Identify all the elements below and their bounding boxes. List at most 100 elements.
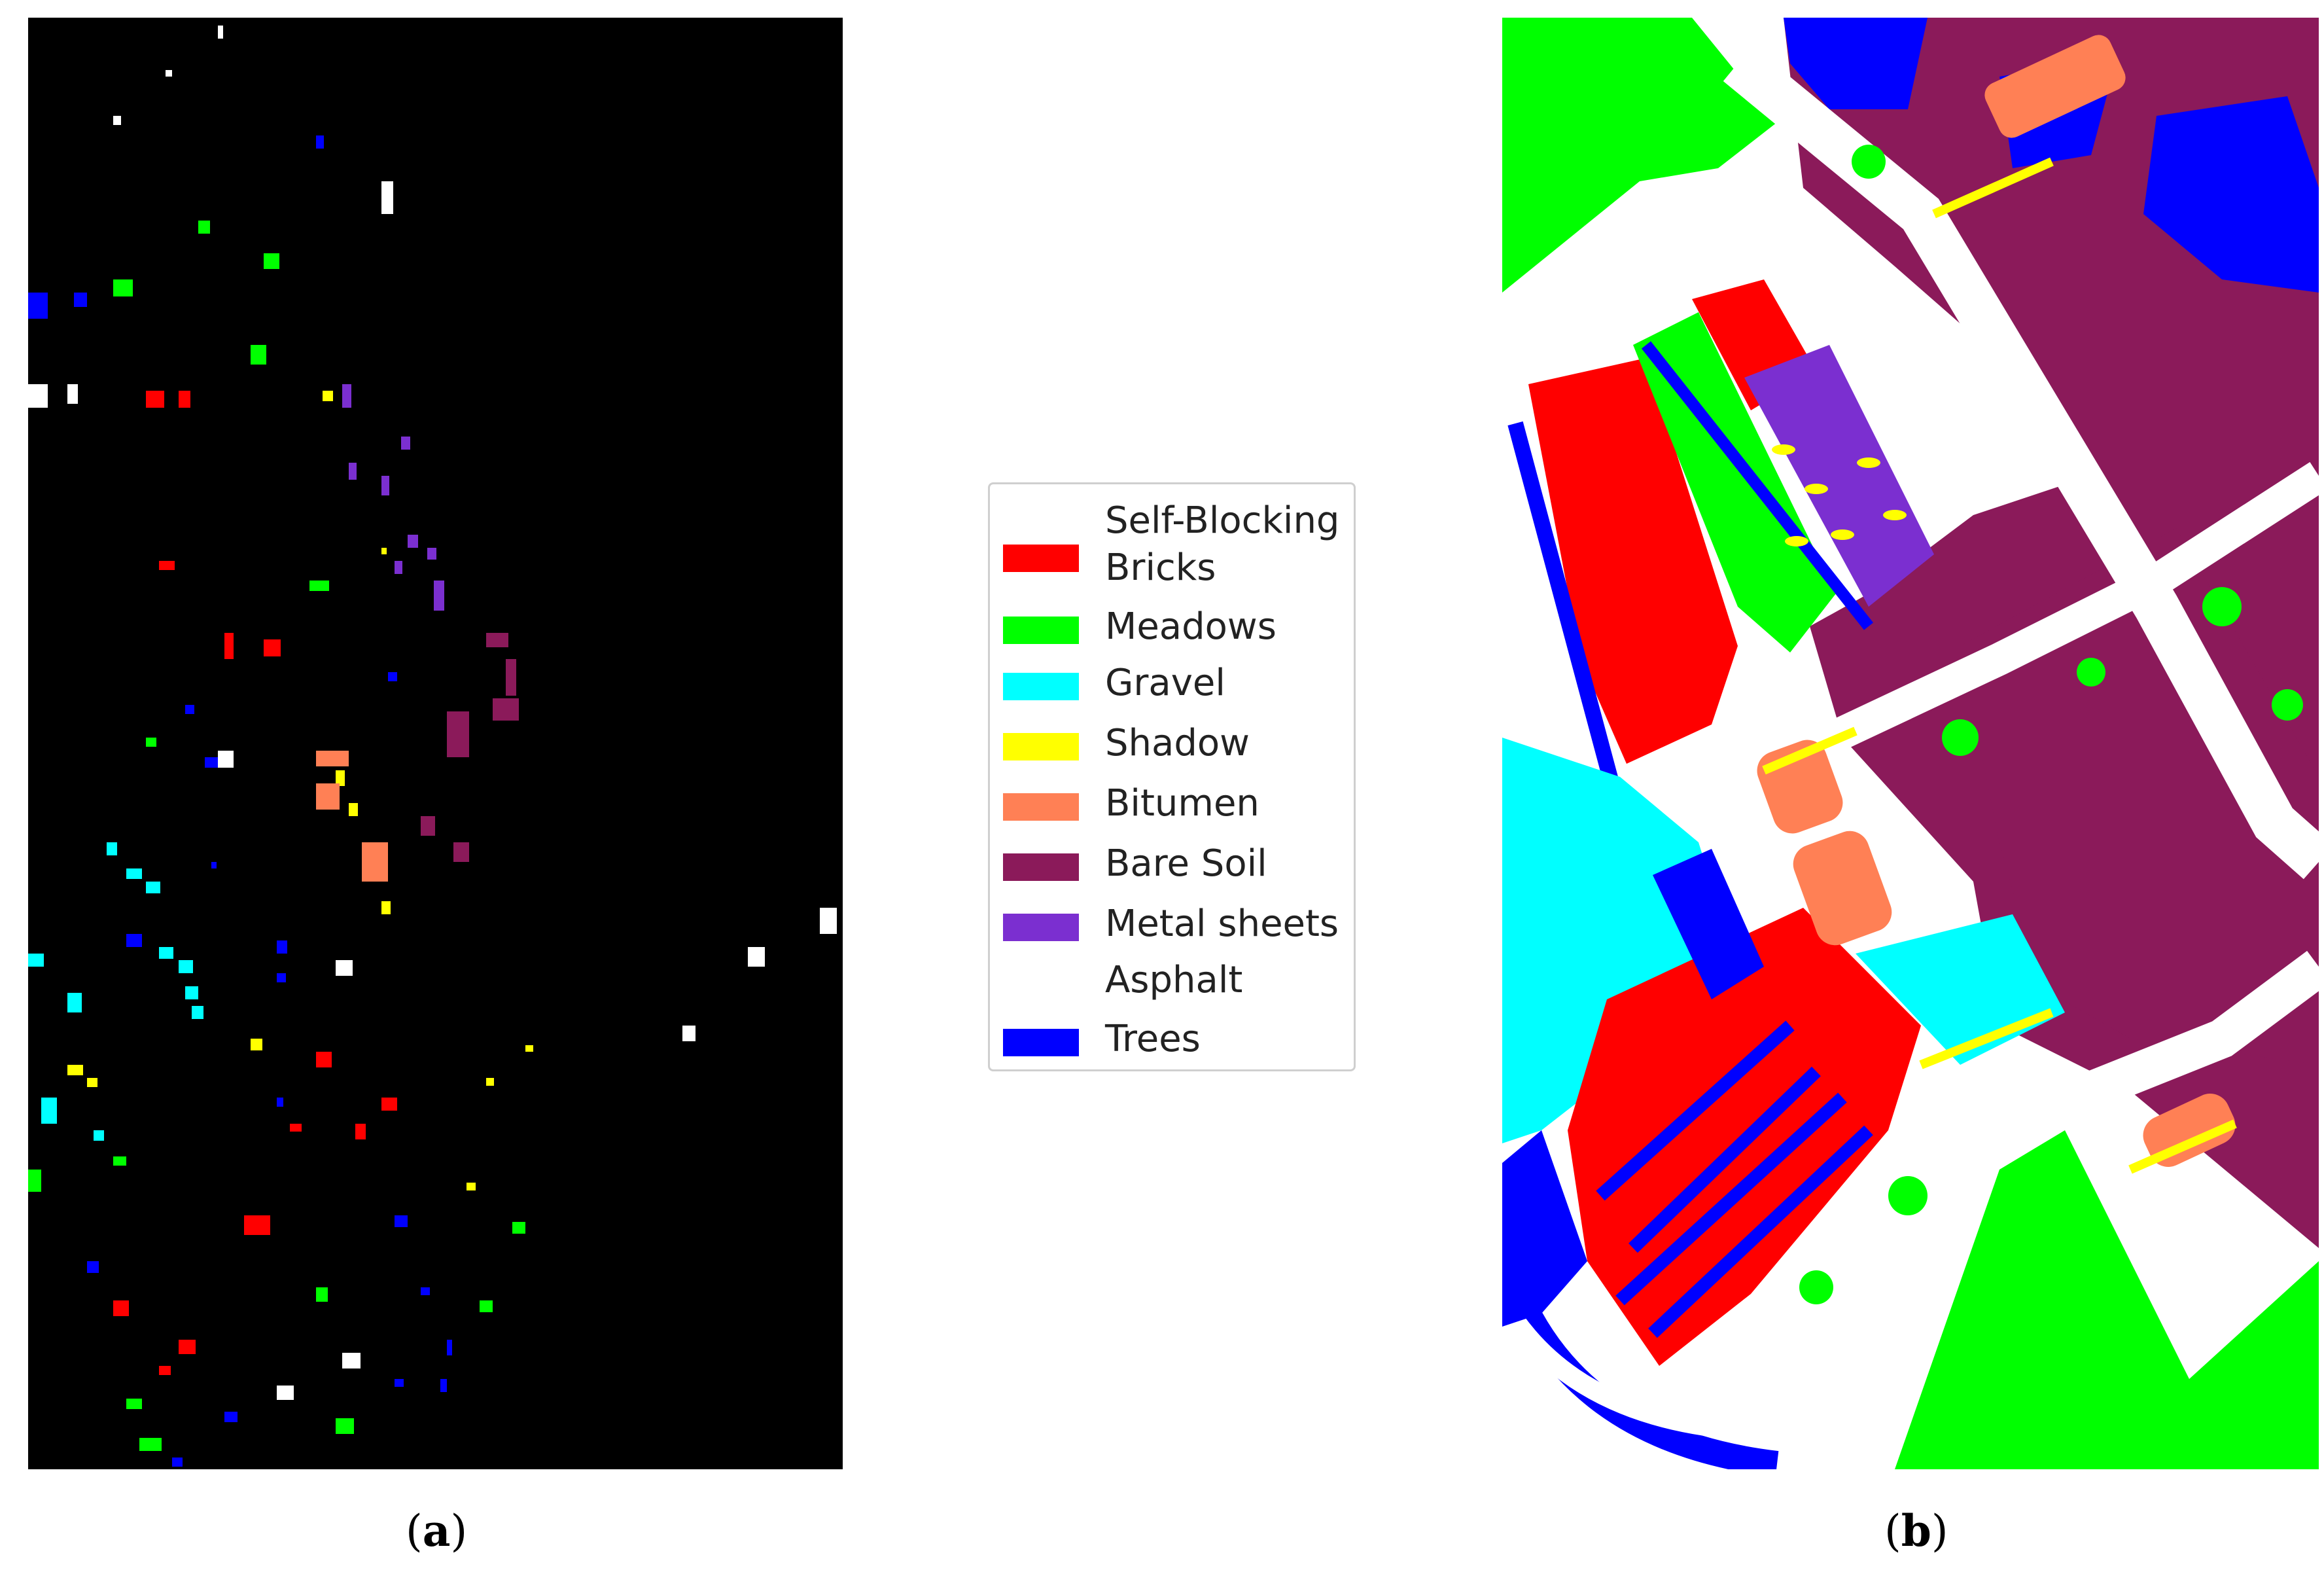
legend-item: Asphalt [990,957,1354,1009]
sample-pixel [316,135,324,149]
sample-pixel [525,1045,533,1052]
sample-pixel [198,221,210,234]
sample-pixel [28,384,48,408]
legend-label: Bitumen [1105,782,1259,825]
sample-pixel [290,1124,302,1132]
sample-pixel [166,70,172,77]
sample-pixel [172,1458,183,1467]
sample-pixel [277,940,287,954]
legend-swatch [1003,914,1079,941]
sample-pixel [139,1438,162,1451]
sample-pixel [185,986,198,999]
sample-pixel [447,711,469,757]
sample-pixel [447,1340,452,1355]
sample-pixel [486,1078,494,1086]
sample-pixel [87,1078,97,1087]
legend-swatch [1003,545,1079,572]
legend-swatch [1003,793,1079,821]
sample-pixel [113,1300,129,1316]
sample-pixel [316,1052,332,1067]
sample-pixel [506,659,516,696]
sample-pixel [192,1006,203,1019]
sample-pixel [349,803,358,816]
sample-pixel [309,581,329,591]
sample-pixel [251,1039,262,1050]
sample-pixel [381,476,389,495]
sample-pixel [146,738,156,747]
sample-pixel [434,581,444,611]
legend-label: Trees [1105,1018,1201,1060]
sample-pixel [113,279,133,296]
sample-pixel [224,1412,238,1422]
legend-label: Metal sheets [1105,903,1339,945]
sample-pixel [224,633,234,659]
sample-pixel [218,751,234,768]
classification-map [1502,18,2319,1469]
sample-pixel [395,1379,404,1387]
sample-pixel [323,391,333,401]
sample-pixel [316,1287,328,1302]
legend-swatch [1003,1029,1079,1056]
sample-pixel [381,181,393,214]
sample-pixel [820,908,837,934]
sample-pixel [244,1215,270,1235]
sample-pixel [179,960,193,973]
legend-swatch [1003,853,1079,881]
legend-swatch [1003,970,1079,997]
sample-pixel [28,293,48,319]
sample-pixel [113,1156,126,1166]
sample-pixel [126,868,142,879]
sample-pixel [342,384,351,408]
sample-pixel [67,1065,83,1075]
legend-swatch [1003,617,1079,644]
sample-pixel [381,1098,397,1111]
sample-pixel [264,253,279,269]
sample-pixel [67,384,78,404]
legend: Self-Blocking Bricks Meadows Gravel Shad… [988,482,1356,1071]
sample-pixel [159,1366,171,1375]
legend-label: Asphalt [1105,959,1243,1001]
sample-pixel [395,561,402,574]
sample-pixel [94,1130,104,1141]
sample-pixel [381,548,387,554]
sample-pixel [126,1399,142,1409]
sample-pixel [355,1124,366,1139]
sample-pixel [682,1026,695,1041]
sample-pixel [512,1222,525,1234]
legend-label: Meadows [1105,605,1276,648]
sample-pixel [336,770,345,786]
sample-pixel [113,116,121,125]
sample-pixel [748,947,765,967]
sample-pixel [277,1098,283,1107]
caption-a: (a) [406,1505,468,1556]
ground-truth-map [28,18,843,1469]
legend-item: Gravel [990,660,1354,712]
sample-pixel [362,842,388,882]
sample-pixel [427,548,436,560]
legend-item: Meadows [990,603,1354,656]
sample-pixel [316,783,340,810]
sample-pixel [395,1215,408,1227]
sample-pixel [277,1386,294,1400]
sample-pixel [408,535,418,548]
legend-item: Bare Soil [990,840,1354,893]
sample-pixel [179,391,190,408]
legend-swatch [1003,733,1079,760]
sample-pixel [28,1170,41,1192]
sample-pixel [486,633,508,647]
sample-pixel [107,842,117,855]
sample-pixel [381,901,391,914]
sample-pixel [67,993,82,1012]
sample-pixel [421,816,435,836]
legend-item: Trees [990,1016,1354,1068]
legend-swatch [1003,673,1079,700]
sample-pixel [453,842,469,862]
sample-pixel [336,960,353,976]
legend-label: Self-Blocking Bricks [1105,499,1340,589]
sample-pixel [74,293,87,307]
sample-pixel [159,947,173,959]
legend-item: Shadow [990,720,1354,772]
legend-item: Bitumen [990,780,1354,832]
classification-map-image [1502,18,2319,1469]
sample-pixel [316,751,349,766]
